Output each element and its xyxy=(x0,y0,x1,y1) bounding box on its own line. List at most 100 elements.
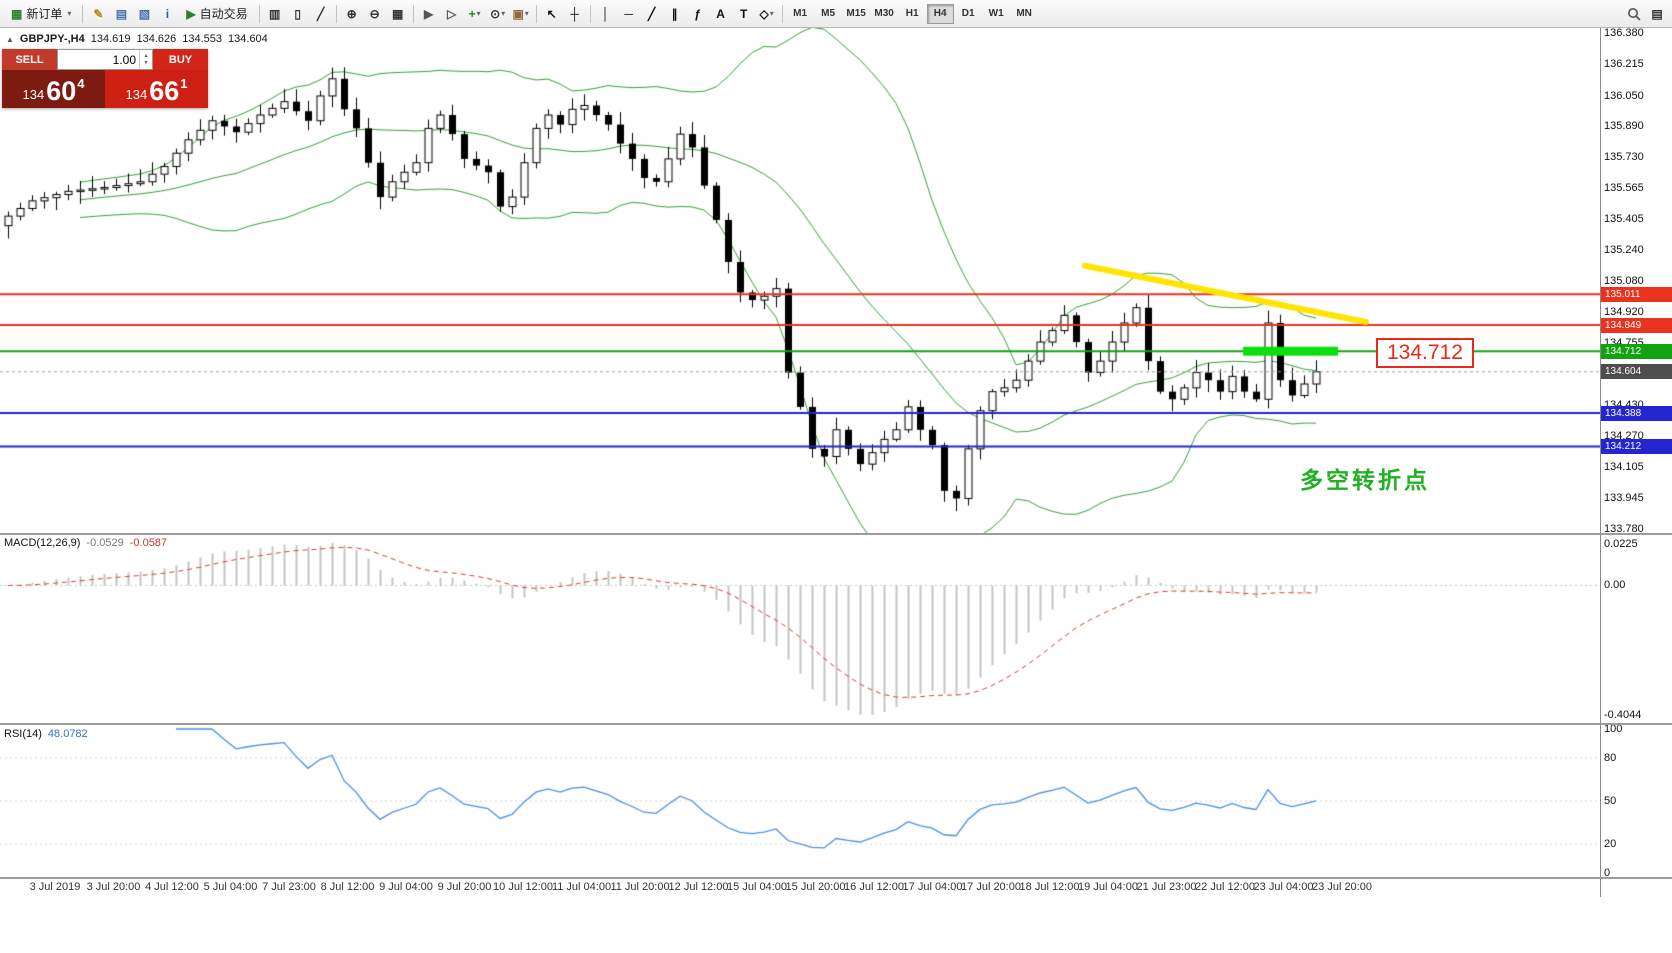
time-axis-label: 16 Jul 12:00 xyxy=(844,881,904,893)
price-scale-label: 134.920 xyxy=(1604,305,1644,318)
autotrading-button[interactable]: ▶ 自动交易 xyxy=(179,3,254,25)
sell-price-main: 60 xyxy=(46,76,77,106)
high-value: 134.626 xyxy=(136,33,177,45)
macd-scale-label: -0.4044 xyxy=(1604,709,1642,721)
macd-scale-label: 0.0225 xyxy=(1604,538,1638,550)
trendline-icon[interactable]: ╱ xyxy=(641,3,663,25)
autotrading-button-label: 自动交易 xyxy=(199,7,248,21)
quick-panels-icon[interactable]: ▤ xyxy=(1646,3,1668,25)
rsi-panel-canvas[interactable] xyxy=(0,725,1600,877)
zoom-out-icon: ⊖ xyxy=(369,6,380,21)
zoom-in-icon[interactable]: ⊕ xyxy=(341,3,363,25)
tile-windows-icon[interactable]: ▦ xyxy=(387,3,409,25)
bid-price-tag: 134.604 xyxy=(1601,364,1672,380)
time-axis-label: 5 Jul 04:00 xyxy=(203,881,258,893)
toolbar-separator xyxy=(781,4,783,23)
volume-spinner[interactable]: ▴ ▾ xyxy=(139,50,152,69)
price-annotation-box[interactable]: 134.712 xyxy=(1376,338,1474,368)
autotrading-icon: ▶ xyxy=(186,6,196,21)
fibonacci-icon[interactable]: ƒ xyxy=(687,3,709,25)
buy-price-panel[interactable]: 134 66 1 xyxy=(105,70,208,108)
time-axis-label: 15 Jul 20:00 xyxy=(785,881,846,893)
shapes-icon[interactable]: ◇ ▾ xyxy=(756,3,778,25)
macd-value: -0.0529 xyxy=(86,537,124,549)
horizontal-line-icon[interactable]: ─ xyxy=(618,3,640,25)
rsi-scale-label: 100 xyxy=(1604,723,1623,735)
volume-value: 1.00 xyxy=(112,53,136,67)
spinner-down-icon[interactable]: ▾ xyxy=(144,59,148,66)
metaeditor-icon[interactable]: ✎ xyxy=(87,3,109,25)
turning-point-annotation[interactable]: 多空转折点 xyxy=(1300,467,1430,493)
new-order-button[interactable]: ▦ 新订单 ▾ xyxy=(4,3,78,25)
crosshair-icon: ┼ xyxy=(570,6,579,21)
timeframe-button-w1[interactable]: W1 xyxy=(988,8,1004,19)
price-scale-label: 133.945 xyxy=(1604,491,1644,504)
price-line-tag: 134.712 xyxy=(1601,343,1672,359)
equidistant-channel-icon: ∥ xyxy=(671,6,678,21)
vertical-line-icon[interactable]: │ xyxy=(595,3,617,25)
rsi-scale-label: 0 xyxy=(1604,867,1611,879)
panel-splitter[interactable] xyxy=(0,723,1672,725)
quick-panels-icon: ▤ xyxy=(1651,6,1663,21)
cursor-icon[interactable]: ↖ xyxy=(541,3,563,25)
candlestick-mode-icon: ▯ xyxy=(294,6,301,21)
zoom-out-icon[interactable]: ⊖ xyxy=(364,3,386,25)
time-axis[interactable]: 3 Jul 2019 3 Jul 20:00 4 Jul 12:00 5 Jul 04… xyxy=(0,879,1600,897)
text-icon[interactable]: A xyxy=(710,3,732,25)
time-axis-label: 17 Jul 04:00 xyxy=(902,881,963,893)
equidistant-channel-icon[interactable]: ∥ xyxy=(664,3,686,25)
price-chart-canvas[interactable] xyxy=(0,28,1600,533)
timeframe-button-m5[interactable]: M5 xyxy=(821,8,836,19)
rsi-scale-label: 20 xyxy=(1604,838,1617,851)
macd-indicator-label: MACD(12,26,9) -0.0529 -0.0587 xyxy=(4,537,167,549)
line-chart-mode-icon[interactable]: ╱ xyxy=(310,3,332,25)
timeframe-button-m15[interactable]: M15 xyxy=(846,8,866,19)
volume-input[interactable]: 1.00 ▴ ▾ xyxy=(57,49,153,70)
periods-icon[interactable]: ⊙ ▾ xyxy=(487,3,509,25)
time-axis-label: 11 Jul 20:00 xyxy=(610,881,670,893)
navigator-icon[interactable]: ▧ xyxy=(133,3,155,25)
timeframe-button-mn[interactable]: MN xyxy=(1016,8,1032,19)
auto-scroll-icon[interactable]: ▶ xyxy=(418,3,440,25)
data-window-icon[interactable]: i xyxy=(156,3,178,25)
open-value: 134.619 xyxy=(90,33,131,45)
time-axis-label: 8 Jul 12:00 xyxy=(320,881,375,893)
timeframe-button-h1[interactable]: H1 xyxy=(905,8,919,19)
indicators-icon[interactable]: + ▾ xyxy=(464,3,486,25)
text-label-icon[interactable]: T xyxy=(733,3,755,25)
timeframe-button-h4[interactable]: H4 xyxy=(926,3,954,24)
cursor-icon: ↖ xyxy=(546,6,557,21)
panel-splitter[interactable] xyxy=(0,877,1672,879)
chart-shift-icon[interactable]: ▷ xyxy=(441,3,463,25)
price-scale-label: 135.080 xyxy=(1604,275,1644,287)
collapse-trade-widget-icon[interactable]: ▲ xyxy=(6,34,14,44)
sell-button[interactable]: SELL xyxy=(2,49,57,70)
spinner-up-icon[interactable]: ▴ xyxy=(144,52,148,59)
timeframe-button-d1[interactable]: D1 xyxy=(961,8,975,19)
buy-button[interactable]: BUY xyxy=(153,49,208,70)
time-axis-label: 23 Jul 20:00 xyxy=(1312,881,1372,893)
price-scale-label: 135.890 xyxy=(1604,120,1644,133)
dropdown-arrow-icon: ▾ xyxy=(67,9,72,18)
sell-price-prefix: 134 xyxy=(22,87,45,102)
bar-chart-mode-icon[interactable]: ▥ xyxy=(264,3,286,25)
sell-price-panel[interactable]: 134 60 4 xyxy=(2,70,105,108)
timeframe-button-m1[interactable]: M1 xyxy=(793,8,808,19)
market-watch-icon[interactable]: ▤ xyxy=(110,3,132,25)
price-line-tag: 135.011 xyxy=(1601,286,1672,302)
rsi-scale-label: 50 xyxy=(1604,795,1617,807)
macd-panel-canvas[interactable] xyxy=(0,535,1600,723)
time-axis-label: 23 Jul 04:00 xyxy=(1253,881,1314,893)
price-scale-label: 133.780 xyxy=(1604,523,1644,535)
crosshair-icon[interactable]: ┼ xyxy=(564,3,586,25)
candlestick-mode-icon[interactable]: ▯ xyxy=(287,3,309,25)
price-scale-label: 135.240 xyxy=(1604,244,1644,257)
price-line-tag: 134.388 xyxy=(1601,405,1672,421)
chart-symbol-header: ▲ GBPJPY-,H4 134.619 134.626 134.553 134… xyxy=(6,33,268,45)
panel-splitter[interactable] xyxy=(0,533,1672,535)
templates-icon[interactable]: ▣ ▾ xyxy=(510,3,532,25)
timeframe-button-m30[interactable]: M30 xyxy=(874,8,894,19)
search-icon[interactable] xyxy=(1623,3,1645,25)
price-scale-label: 136.050 xyxy=(1604,89,1644,102)
